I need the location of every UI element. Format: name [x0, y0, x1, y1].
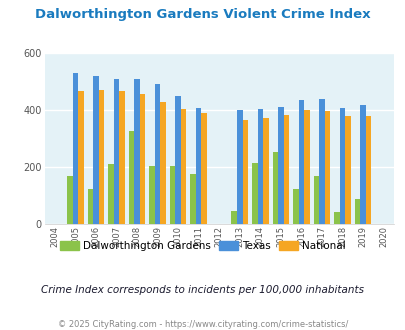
Bar — [201, 114, 207, 224]
Bar — [169, 166, 175, 224]
Bar — [333, 212, 339, 224]
Bar — [262, 118, 268, 224]
Bar — [128, 131, 134, 224]
Bar — [277, 107, 283, 224]
Bar — [324, 111, 329, 224]
Bar — [344, 116, 350, 224]
Bar — [175, 96, 181, 224]
Bar — [149, 166, 154, 224]
Text: Crime Index corresponds to incidents per 100,000 inhabitants: Crime Index corresponds to incidents per… — [41, 285, 364, 295]
Bar — [359, 105, 365, 224]
Bar — [119, 91, 125, 224]
Text: © 2025 CityRating.com - https://www.cityrating.com/crime-statistics/: © 2025 CityRating.com - https://www.city… — [58, 320, 347, 329]
Bar — [108, 164, 113, 224]
Bar — [237, 110, 242, 224]
Bar — [154, 84, 160, 224]
Bar — [303, 110, 309, 224]
Bar — [67, 176, 72, 224]
Bar — [139, 94, 145, 224]
Bar — [160, 102, 166, 224]
Bar — [134, 79, 139, 224]
Text: Dalworthington Gardens Violent Crime Index: Dalworthington Gardens Violent Crime Ind… — [35, 8, 370, 21]
Bar — [231, 211, 237, 224]
Bar — [72, 73, 78, 224]
Bar — [113, 79, 119, 224]
Bar — [93, 76, 98, 224]
Bar — [298, 100, 303, 224]
Bar — [292, 189, 298, 224]
Bar — [354, 199, 359, 224]
Bar — [339, 108, 344, 224]
Bar — [252, 163, 257, 224]
Legend: Dalworthington Gardens, Texas, National: Dalworthington Gardens, Texas, National — [56, 237, 349, 255]
Bar — [257, 109, 262, 224]
Bar — [283, 115, 288, 224]
Bar — [190, 174, 196, 224]
Bar — [78, 90, 83, 224]
Bar — [365, 116, 371, 224]
Bar — [318, 99, 324, 224]
Bar — [181, 109, 186, 224]
Bar — [272, 152, 277, 224]
Bar — [98, 90, 104, 224]
Bar — [196, 108, 201, 224]
Bar — [87, 189, 93, 224]
Bar — [313, 176, 318, 224]
Bar — [242, 120, 247, 224]
